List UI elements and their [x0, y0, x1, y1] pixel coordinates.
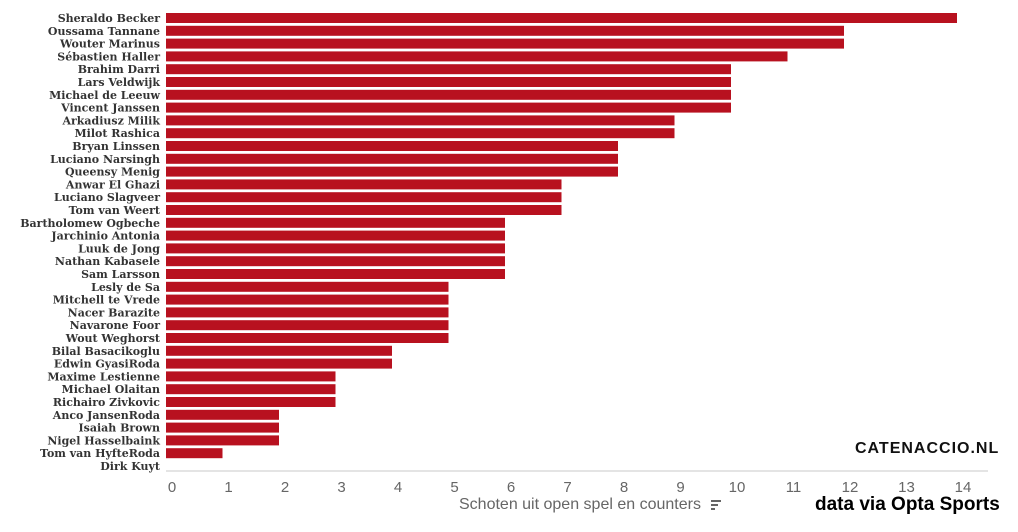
bar-bilal-basacikoglu[interactable] [166, 345, 392, 356]
bar-isaiah-brown[interactable] [166, 422, 279, 433]
data-source: data via Opta Sports [815, 494, 1000, 515]
category-label-edwin-gyasiroda: Edwin GyasiRoda [54, 358, 160, 371]
x-tick-label-7: 7 [563, 479, 571, 496]
category-label-luciano-narsingh: Luciano Narsingh [50, 153, 160, 166]
bar-nigel-hasselbaink[interactable] [166, 435, 279, 446]
category-label-jarchinio-antonia: Jarchinio Antonia [50, 230, 160, 243]
bars-group [166, 13, 957, 459]
x-tick-label-5: 5 [450, 479, 458, 496]
x-tick-label-10: 10 [729, 479, 746, 496]
x-tick-label-8: 8 [620, 479, 628, 496]
sort-descending-icon[interactable] [711, 499, 722, 510]
category-label-tom-van-weert: Tom van Weert [69, 204, 161, 217]
category-label-anco-jansenroda: Anco JansenRoda [52, 409, 160, 422]
bar-nacer-barazite[interactable] [166, 307, 449, 318]
bar-wouter-marinus[interactable] [166, 38, 844, 49]
x-tick-label-13: 13 [898, 479, 915, 496]
bar-luciano-narsingh[interactable] [166, 153, 618, 164]
brand-logo: CATENACCIO.NL [855, 440, 1000, 457]
bar-luciano-slagveer[interactable] [166, 192, 562, 203]
x-tick-label-4: 4 [394, 479, 402, 496]
category-label-sebastien-haller: Sébastien Haller [57, 50, 160, 63]
x-tick-label-6: 6 [507, 479, 515, 496]
category-label-bryan-linssen: Bryan Linssen [72, 140, 160, 153]
bar-anco-jansenroda[interactable] [166, 409, 279, 420]
bar-lesly-de-sa[interactable] [166, 281, 449, 292]
category-label-tom-van-hyfteroda: Tom van HyfteRoda [40, 447, 160, 460]
x-tick-label-2: 2 [281, 479, 289, 496]
bar-michael-de-leeuw[interactable] [166, 89, 731, 100]
bar-richairo-zivkovic[interactable] [166, 397, 336, 407]
x-tick-label-11: 11 [786, 479, 802, 496]
x-tick-label-9: 9 [676, 479, 684, 496]
category-label-wouter-marinus: Wouter Marinus [59, 38, 160, 51]
bar-edwin-gyasiroda[interactable] [166, 358, 392, 369]
category-label-nacer-barazite: Nacer Barazite [68, 306, 160, 319]
bar-sheraldo-becker[interactable] [166, 13, 957, 23]
category-label-dirk-kuyt: Dirk Kuyt [100, 460, 161, 473]
bar-sebastien-haller[interactable] [166, 51, 788, 62]
category-label-michael-de-leeuw: Michael de Leeuw [49, 89, 160, 102]
category-label-lars-veldwijk: Lars Veldwijk [78, 76, 161, 89]
bar-brahim-darri[interactable] [166, 64, 731, 75]
category-label-luuk-de-jong: Luuk de Jong [78, 242, 160, 255]
category-label-luciano-slagveer: Luciano Slagveer [54, 191, 160, 204]
category-label-anwar-el-ghazi: Anwar El Ghazi [65, 178, 160, 191]
category-label-vincent-janssen: Vincent Janssen [60, 102, 160, 115]
category-label-queensy-menig: Queensy Menig [65, 166, 160, 179]
bar-lars-veldwijk[interactable] [166, 77, 731, 87]
category-label-michael-olaitan: Michael Olaitan [62, 383, 160, 396]
category-label-oussama-tannane: Oussama Tannane [48, 25, 160, 38]
category-label-nigel-hasselbaink: Nigel Hasselbaink [47, 434, 160, 447]
bar-mitchell-te-vrede[interactable] [166, 294, 449, 305]
bar-bartholomew-ogbeche[interactable] [166, 217, 505, 228]
category-label-brahim-darri: Brahim Darri [78, 63, 160, 76]
category-label-nathan-kabasele: Nathan Kabasele [55, 255, 160, 268]
bar-queensy-menig[interactable] [166, 166, 618, 177]
category-label-sam-larsson: Sam Larsson [81, 268, 160, 281]
bar-tom-van-weert[interactable] [166, 205, 562, 215]
category-label-isaiah-brown: Isaiah Brown [79, 422, 161, 435]
bar-anwar-el-ghazi[interactable] [166, 179, 562, 190]
bar-jarchinio-antonia[interactable] [166, 230, 505, 241]
x-tick-label-3: 3 [337, 479, 345, 496]
category-label-milot-rashica: Milot Rashica [75, 127, 161, 140]
x-tick-label-12: 12 [842, 479, 859, 496]
bar-oussama-tannane[interactable] [166, 25, 844, 36]
bar-maxime-lestienne[interactable] [166, 371, 336, 382]
bar-wout-weghorst[interactable] [166, 333, 449, 343]
category-label-maxime-lestienne: Maxime Lestienne [47, 370, 160, 383]
bar-luuk-de-jong[interactable] [166, 243, 505, 254]
category-label-wout-weghorst: Wout Weghorst [65, 332, 161, 345]
bar-sam-larsson[interactable] [166, 269, 505, 279]
bar-tom-van-hyfteroda[interactable] [166, 448, 223, 459]
x-tick-label-0: 0 [168, 479, 176, 496]
bar-arkadiusz-milik[interactable] [166, 115, 675, 126]
bar-milot-rashica[interactable] [166, 128, 675, 139]
category-label-sheraldo-becker: Sheraldo Becker [58, 12, 161, 25]
category-label-bilal-basacikoglu: Bilal Basacikoglu [52, 345, 160, 358]
category-label-richairo-zivkovic: Richairo Zivkovic [53, 396, 160, 409]
category-label-bartholomew-ogbeche: Bartholomew Ogbeche [20, 217, 160, 230]
x-tick-label-1: 1 [224, 479, 232, 496]
x-axis-label[interactable]: Schoten uit open spel en counters [459, 496, 722, 514]
x-tick-label-14: 14 [955, 479, 972, 496]
bar-michael-olaitan[interactable] [166, 384, 336, 395]
bar-navarone-foor[interactable] [166, 320, 449, 331]
bar-bryan-linssen[interactable] [166, 141, 618, 151]
bar-vincent-janssen[interactable] [166, 102, 731, 113]
x-tick-labels-group: 0 1 2 3 4 5 6 7 8 9 10 11 12 13 14 [168, 479, 972, 496]
x-axis-label-text: Schoten uit open spel en counters [459, 496, 701, 513]
category-label-navarone-foor: Navarone Foor [70, 319, 161, 332]
category-label-mitchell-te-vrede: Mitchell te Vrede [53, 294, 160, 307]
bar-nathan-kabasele[interactable] [166, 256, 505, 267]
category-label-arkadiusz-milik: Arkadiusz Milik [61, 114, 160, 127]
category-label-lesly-de-sa: Lesly de Sa [91, 281, 160, 294]
